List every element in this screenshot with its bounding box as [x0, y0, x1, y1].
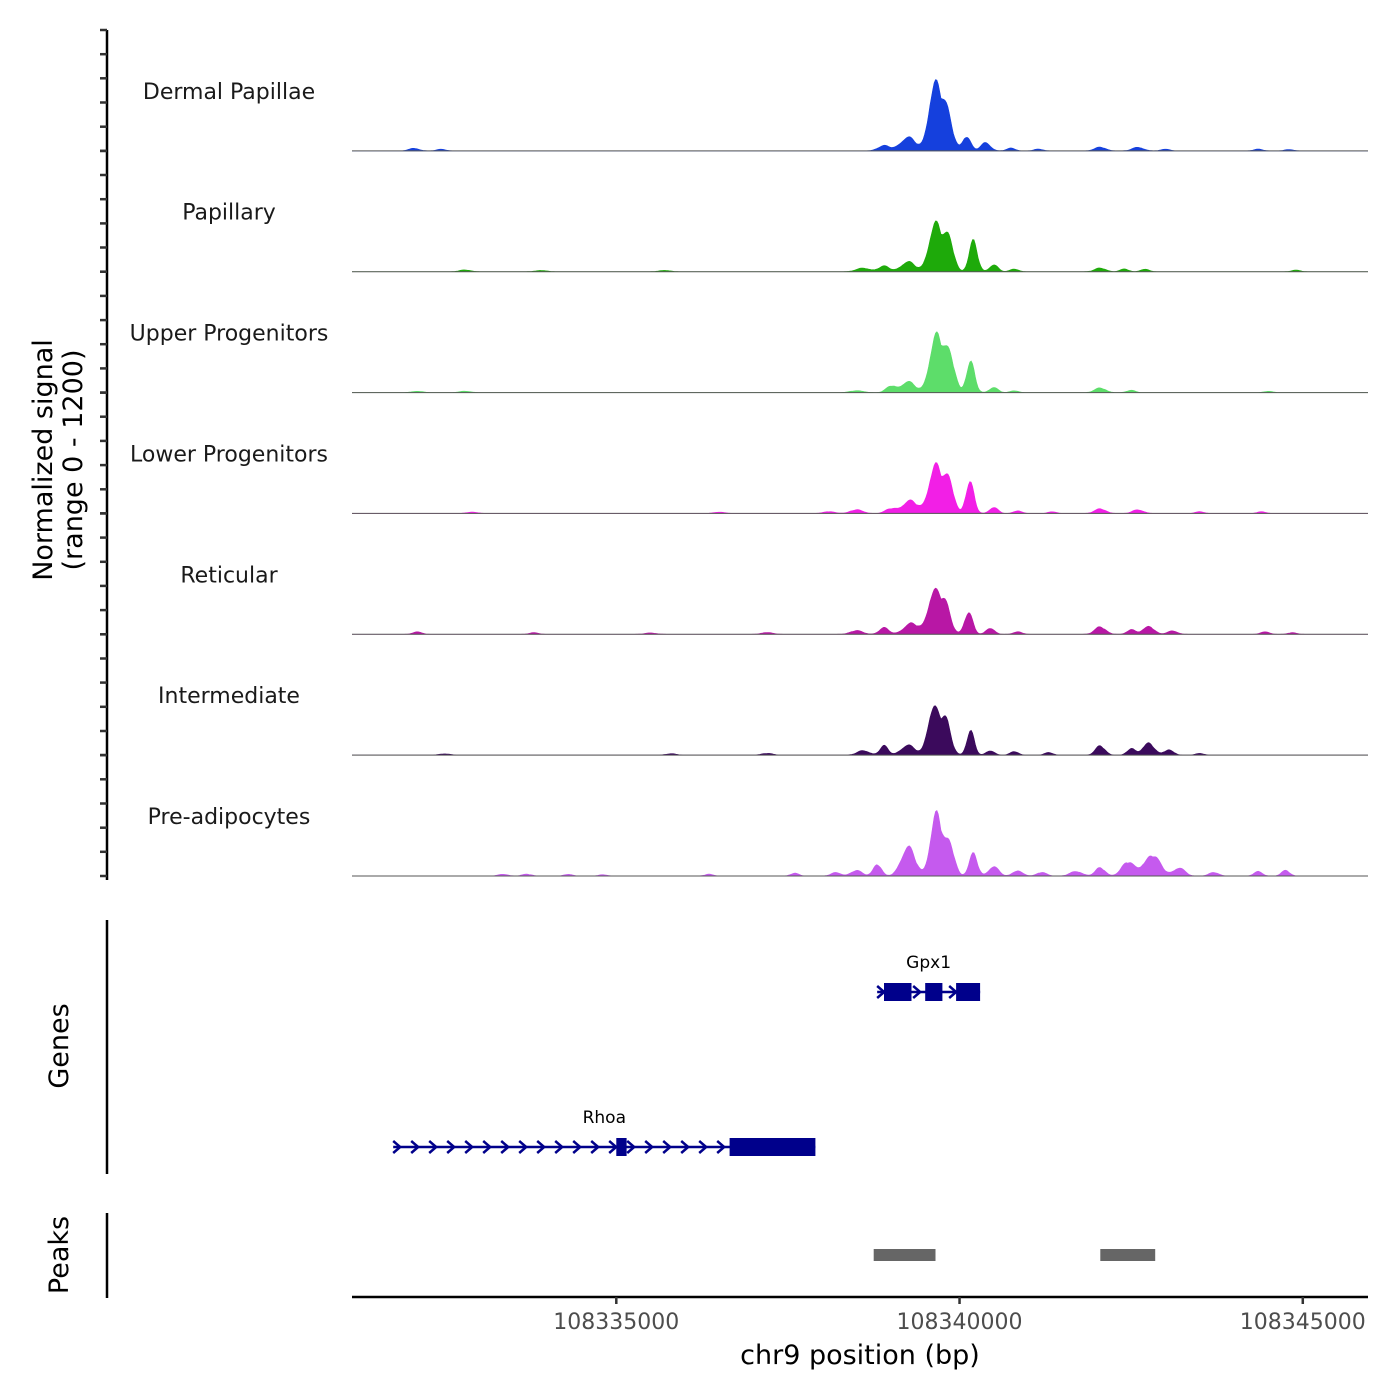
strand-arrow [626, 1140, 637, 1154]
y-axis-title-line-1: Normalized signal [28, 339, 59, 581]
gene-gpx1: Gpx1 [876, 953, 981, 1001]
gene-label: Gpx1 [906, 953, 951, 973]
coverage-area [352, 587, 1368, 635]
x-axis-title: chr9 position (bp) [740, 1340, 980, 1371]
track-intermediate: Intermediate [158, 684, 1368, 756]
peaks-panel [105, 1213, 1156, 1298]
track-papillary: Papillary [182, 201, 1368, 273]
strand-arrow [536, 1140, 547, 1154]
track-reticular: Reticular [180, 563, 1368, 635]
track-label: Pre-adipocytes [148, 805, 311, 830]
gene-label: Rhoa [583, 1108, 626, 1128]
coverage-area [352, 220, 1368, 272]
strand-arrow [698, 1140, 709, 1154]
x-tick-label: 108340000 [897, 1310, 1023, 1335]
track-dermal-papillae: Dermal Papillae [143, 79, 1368, 152]
coverage-area [352, 79, 1368, 152]
strand-arrow [518, 1140, 529, 1154]
gene-exon [956, 983, 981, 1001]
coverage-area [352, 462, 1368, 514]
coverage-tracks: Dermal Papillae Papillary Upper Progenitor… [130, 79, 1368, 877]
coverage-area [352, 810, 1368, 877]
strand-arrow [662, 1140, 673, 1154]
strand-arrow [716, 1140, 727, 1154]
strand-arrow [464, 1140, 475, 1154]
x-axis: 108335000 108340000 108345000 [352, 1295, 1368, 1335]
gene-exon [925, 983, 943, 1001]
peak-region [1100, 1249, 1156, 1261]
track-label: Upper Progenitors [130, 322, 329, 347]
coverage-area [352, 705, 1368, 756]
peak-region [873, 1249, 936, 1261]
x-tick-label: 108335000 [553, 1310, 679, 1335]
strand-arrow [680, 1140, 691, 1154]
track-upper-progenitors: Upper Progenitors [130, 322, 1368, 394]
gene-exon [884, 983, 912, 1001]
strand-arrow [572, 1140, 583, 1154]
strand-arrow [554, 1140, 565, 1154]
gene-rhoa: Rhoa [392, 1108, 816, 1156]
gene-exon [729, 1138, 816, 1156]
strand-arrow [608, 1140, 619, 1154]
track-label: Lower Progenitors [130, 442, 328, 467]
track-label: Dermal Papillae [143, 80, 315, 105]
y-axis-title-line-2: (range 0 - 1200) [58, 350, 89, 571]
track-label: Papillary [182, 201, 276, 226]
track-label: Reticular [180, 563, 278, 588]
track-pre-adipocytes: Pre-adipocytes [148, 805, 1368, 877]
genes-panel: Gpx1 Rhoa [105, 920, 981, 1174]
genes-panel-title: Genes [44, 1003, 75, 1088]
strand-arrow [644, 1140, 655, 1154]
strand-arrow [500, 1140, 511, 1154]
strand-arrow [428, 1140, 439, 1154]
strand-arrow [410, 1140, 421, 1154]
strand-arrow [482, 1140, 493, 1154]
strand-arrow [392, 1140, 403, 1154]
peaks-panel-title: Peaks [44, 1216, 75, 1294]
strand-arrow [446, 1140, 457, 1154]
strand-arrow [590, 1140, 601, 1154]
strand-arrow [912, 985, 923, 999]
signal-y-axis [100, 28, 109, 880]
track-label: Intermediate [158, 684, 300, 709]
gene-exon [616, 1138, 627, 1156]
coverage-area [352, 331, 1368, 393]
x-tick-label: 108345000 [1240, 1310, 1366, 1335]
track-lower-progenitors: Lower Progenitors [130, 442, 1368, 514]
